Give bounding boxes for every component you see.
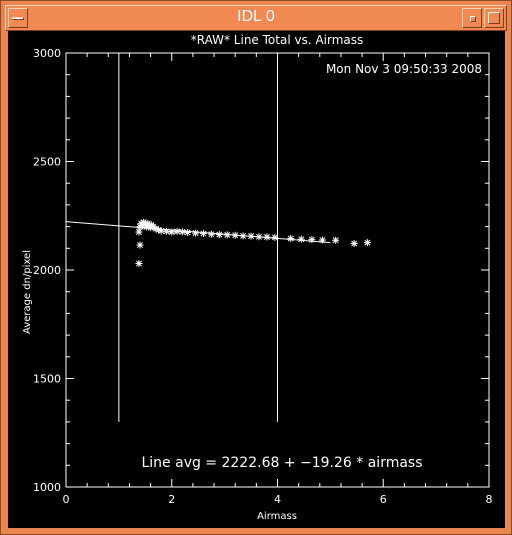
scatter-chart: *RAW* Line Total vs. Airmass Mon Nov 3 0…: [22, 33, 493, 522]
data-point: [318, 236, 326, 244]
data-point: [247, 232, 255, 240]
fit-line: [65, 221, 331, 244]
data-point: [173, 227, 181, 235]
timestamp: Mon Nov 3 09:50:33 2008: [326, 62, 482, 76]
data-point-stroke: [351, 240, 358, 247]
data-point-stroke: [192, 230, 199, 237]
minimize-icon: [470, 16, 476, 22]
x-tick-label: 6: [380, 493, 387, 506]
data-point-stroke: [364, 239, 371, 246]
data-point-stroke: [155, 226, 162, 233]
data-point-stroke: [179, 228, 186, 235]
window-menu-icon: [12, 17, 24, 20]
data-point: [332, 236, 340, 244]
data-point-stroke: [271, 234, 278, 241]
maximize-button[interactable]: [484, 8, 504, 28]
axis-ticks: 0 2 4 6 8 1000 1500 2000 2500 3000: [33, 47, 493, 506]
y-tick-label: 3000: [33, 47, 61, 60]
data-point-stroke: [158, 227, 165, 234]
maximize-icon: [488, 12, 500, 24]
data-point-stroke: [224, 231, 231, 238]
data-point: [192, 229, 200, 237]
title-bar[interactable]: IDL 0: [5, 5, 507, 31]
data-point: [199, 230, 207, 238]
data-point-stroke: [200, 230, 207, 237]
data-point-stroke: [135, 260, 142, 267]
data-point: [239, 232, 247, 240]
data-point-stroke: [319, 237, 326, 244]
minimize-button[interactable]: [462, 8, 482, 28]
y-axis-label: Average dn/pixel: [22, 250, 33, 334]
data-point-stroke: [240, 232, 247, 239]
regression-line: [65, 221, 331, 244]
plot-canvas: *RAW* Line Total vs. Airmass Mon Nov 3 0…: [8, 31, 505, 528]
data-point-stroke: [135, 229, 142, 236]
data-point: [263, 233, 271, 241]
data-point: [168, 228, 176, 236]
data-point: [287, 235, 295, 243]
x-tick-label: 2: [168, 493, 175, 506]
y-tick-label: 1500: [33, 373, 61, 386]
data-point-stroke: [208, 231, 215, 238]
data-point-stroke: [163, 228, 170, 235]
x-tick-label: 0: [63, 493, 70, 506]
data-point-stroke: [263, 234, 270, 240]
data-point: [207, 230, 215, 238]
y-tick-label: 2000: [33, 264, 61, 277]
data-point: [136, 241, 144, 249]
data-point-stroke: [174, 228, 181, 235]
y-tick-label: 1000: [33, 481, 61, 494]
data-point-stroke: [298, 236, 305, 243]
data-points: [135, 218, 371, 267]
fit-label: Line avg = 2222.68 + −19.26 * airmass: [141, 455, 422, 471]
data-point: [255, 233, 263, 241]
data-point-stroke: [216, 231, 223, 238]
chart-title: *RAW* Line Total vs. Airmass: [191, 33, 364, 47]
data-point: [184, 228, 192, 236]
data-point-stroke: [332, 237, 339, 244]
window-title: IDL 0: [237, 8, 275, 25]
data-point-stroke: [184, 229, 191, 236]
data-point-stroke: [152, 225, 159, 232]
data-point: [223, 231, 231, 239]
data-point: [363, 239, 371, 247]
vertical-lines: [118, 53, 278, 422]
data-point: [162, 227, 170, 235]
data-point-stroke: [168, 229, 175, 236]
x-tick-label: 8: [486, 493, 493, 506]
data-point: [178, 228, 186, 236]
data-point-stroke: [232, 232, 239, 239]
data-point-stroke: [256, 233, 262, 240]
data-point: [215, 231, 223, 239]
data-point: [135, 259, 143, 267]
data-point: [271, 233, 279, 241]
y-tick-label: 2500: [33, 156, 61, 169]
data-point-stroke: [308, 236, 315, 243]
data-point-stroke: [287, 235, 294, 242]
x-axis-label: Airmass: [257, 511, 297, 522]
data-point: [308, 236, 316, 244]
window-menu-button[interactable]: [8, 8, 28, 28]
data-point-stroke: [248, 233, 255, 240]
data-point: [231, 231, 239, 239]
data-point: [135, 228, 143, 236]
x-tick-label: 4: [274, 493, 281, 506]
data-point: [350, 240, 358, 248]
data-point-stroke: [137, 242, 144, 249]
data-point: [297, 235, 305, 243]
